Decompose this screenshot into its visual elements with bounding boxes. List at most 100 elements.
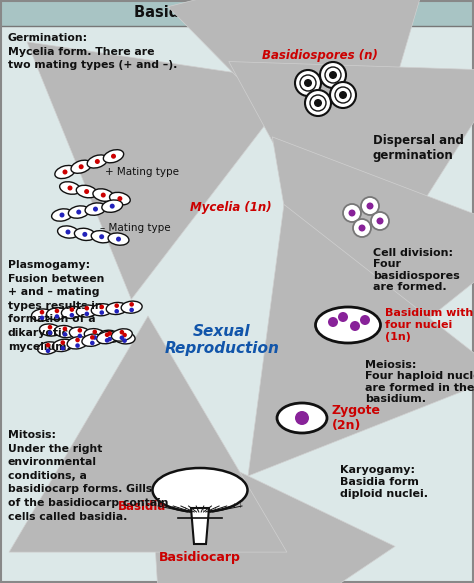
Circle shape [61,346,65,350]
Text: Karyogamy:
Basidia form
diploid nuclei.: Karyogamy: Basidia form diploid nuclei. [340,465,428,498]
Ellipse shape [97,331,118,344]
Circle shape [76,209,81,215]
Circle shape [330,82,356,108]
Ellipse shape [106,303,127,314]
Circle shape [119,330,124,335]
Ellipse shape [316,307,381,343]
Ellipse shape [99,330,120,342]
Text: Basidia: Basidia [118,500,166,514]
Circle shape [314,99,322,107]
Circle shape [55,308,59,313]
Ellipse shape [69,327,90,339]
Circle shape [78,333,82,338]
Text: Meiosis:
Four haploid nuclei
are formed in the
basidium.: Meiosis: Four haploid nuclei are formed … [365,360,474,405]
Ellipse shape [67,336,88,349]
Circle shape [300,75,316,91]
Text: Basidiospores (n): Basidiospores (n) [262,50,378,62]
Circle shape [109,203,115,209]
Ellipse shape [85,203,106,215]
Ellipse shape [76,185,97,198]
Ellipse shape [71,160,91,173]
Ellipse shape [32,309,53,321]
Ellipse shape [55,166,75,178]
Bar [0,0,474,26]
Circle shape [100,305,104,309]
Circle shape [116,237,121,241]
Ellipse shape [62,306,82,318]
Ellipse shape [103,150,124,163]
Circle shape [99,234,104,239]
Circle shape [46,349,50,353]
Circle shape [79,164,84,169]
Ellipse shape [91,304,112,316]
Circle shape [310,95,326,111]
Circle shape [63,326,67,331]
Text: Zygote
(2n): Zygote (2n) [332,404,381,432]
Ellipse shape [39,324,61,336]
Circle shape [305,90,331,116]
Circle shape [70,313,74,318]
Polygon shape [191,508,209,544]
Ellipse shape [82,334,103,346]
Circle shape [48,331,52,335]
Circle shape [353,219,371,237]
Circle shape [339,91,347,99]
Circle shape [111,154,116,159]
Circle shape [48,325,52,329]
Circle shape [92,335,97,340]
Circle shape [84,311,89,316]
Circle shape [361,197,379,215]
Circle shape [118,196,122,201]
Text: – Mating type: – Mating type [100,223,171,233]
Ellipse shape [121,301,142,313]
Circle shape [84,189,89,194]
Circle shape [329,71,337,79]
Circle shape [335,87,351,103]
Ellipse shape [46,308,67,319]
Circle shape [40,310,44,314]
Ellipse shape [60,182,81,194]
Circle shape [320,62,346,88]
Circle shape [105,338,109,343]
Ellipse shape [277,403,327,433]
Ellipse shape [93,189,114,201]
Ellipse shape [87,155,108,168]
Circle shape [350,321,360,331]
Circle shape [61,340,65,345]
Circle shape [84,306,89,311]
Circle shape [371,212,389,230]
Circle shape [67,185,73,191]
Ellipse shape [68,206,89,218]
Text: + Mating type: + Mating type [105,167,179,177]
Circle shape [55,314,59,319]
Circle shape [70,307,74,312]
Text: Mycelia (1n): Mycelia (1n) [190,202,272,215]
Text: Basidiomycete Life Cycle: Basidiomycete Life Cycle [134,5,340,20]
Text: Germination:
Mycelia form. There are
two mating types (+ and –).: Germination: Mycelia form. There are two… [8,33,177,70]
Ellipse shape [37,342,58,354]
Circle shape [122,333,127,338]
Ellipse shape [91,231,112,243]
Circle shape [105,332,109,337]
Circle shape [101,192,106,198]
Circle shape [122,338,127,343]
Ellipse shape [53,339,73,352]
Circle shape [92,329,97,334]
Circle shape [360,315,370,325]
Circle shape [95,159,100,164]
Circle shape [93,206,98,212]
Circle shape [325,67,341,83]
Circle shape [338,312,348,322]
Ellipse shape [52,209,73,221]
Circle shape [366,202,374,209]
Ellipse shape [55,325,75,338]
Circle shape [65,230,71,234]
Circle shape [348,209,356,216]
Circle shape [129,308,134,312]
Circle shape [63,170,67,174]
Circle shape [108,337,112,342]
Text: Mitosis:
Under the right
environmental
conditions, a
basidiocarp forms. Gills
of: Mitosis: Under the right environmental c… [8,430,168,522]
Circle shape [129,302,134,307]
Text: Basidiocarp: Basidiocarp [159,550,241,564]
Ellipse shape [108,233,129,245]
